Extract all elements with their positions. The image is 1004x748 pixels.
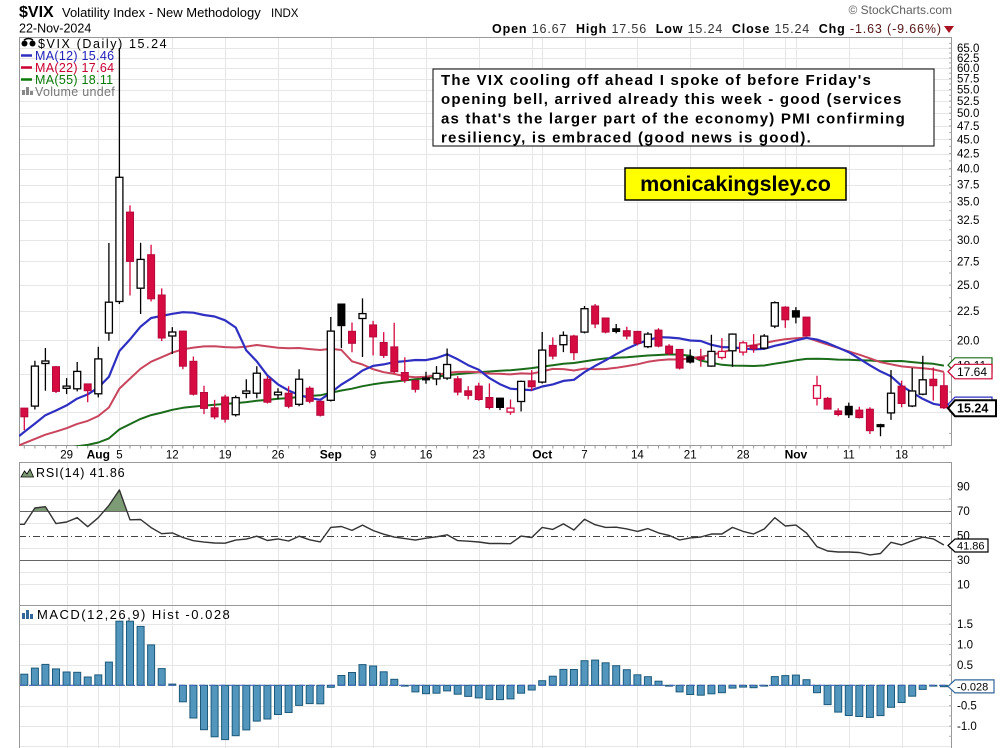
svg-text:7: 7 — [581, 450, 587, 462]
svg-text:10: 10 — [957, 580, 970, 592]
svg-text:5: 5 — [116, 450, 122, 462]
svg-text:57.5: 57.5 — [957, 74, 979, 86]
svg-text:42.5: 42.5 — [957, 149, 979, 161]
svg-text:55.0: 55.0 — [957, 85, 979, 97]
svg-text:16: 16 — [420, 450, 433, 462]
svg-text:1.0: 1.0 — [957, 640, 973, 652]
svg-text:90: 90 — [957, 482, 970, 494]
svg-text:$VIX (Daily) 15.24: $VIX (Daily) 15.24 — [38, 37, 168, 51]
svg-text:9: 9 — [370, 450, 376, 462]
svg-text:45.0: 45.0 — [957, 134, 979, 146]
svg-text:27.5: 27.5 — [957, 257, 979, 269]
svg-text:19: 19 — [219, 450, 232, 462]
svg-text:opening bell, arrived already: opening bell, arrived already this week … — [441, 91, 903, 108]
svg-text:17.64: 17.64 — [957, 365, 987, 379]
svg-text:Nov: Nov — [785, 448, 808, 462]
svg-text:62.5: 62.5 — [957, 53, 979, 65]
svg-text:11: 11 — [843, 450, 855, 462]
svg-text:22-Nov-2024: 22-Nov-2024 — [19, 22, 91, 36]
svg-text:Volume undef: Volume undef — [35, 85, 115, 99]
svg-text:Aug: Aug — [87, 448, 110, 462]
svg-text:INDX: INDX — [271, 8, 299, 20]
svg-text:23: 23 — [472, 450, 485, 462]
svg-text:70: 70 — [957, 506, 970, 518]
svg-text:40.0: 40.0 — [957, 164, 979, 176]
svg-text:RSI(14) 41.86: RSI(14) 41.86 — [36, 466, 126, 480]
svg-text:resiliency, is embraced (good: resiliency, is embraced (good news is go… — [441, 130, 812, 147]
svg-text:50.0: 50.0 — [957, 108, 979, 120]
svg-text:0.5: 0.5 — [957, 660, 973, 672]
svg-text:monicakingsley.co: monicakingsley.co — [640, 172, 831, 196]
svg-text:-0.028: -0.028 — [957, 681, 988, 693]
svg-text:MA(22) 17.64: MA(22) 17.64 — [35, 61, 114, 75]
svg-text:Open 16.67 High 17.56 Low 15: Open 16.67 High 17.56 Low 15.24 Close 15… — [492, 22, 941, 36]
svg-text:60.0: 60.0 — [957, 63, 979, 75]
svg-text:21: 21 — [684, 450, 697, 462]
svg-text:47.5: 47.5 — [957, 121, 979, 133]
svg-text:1.5: 1.5 — [957, 619, 973, 631]
svg-text:41.86: 41.86 — [957, 540, 985, 552]
svg-text:12: 12 — [166, 450, 179, 462]
svg-text:26: 26 — [272, 450, 285, 462]
svg-text:29: 29 — [60, 450, 73, 462]
svg-text:37.5: 37.5 — [957, 180, 979, 192]
svg-text:20.0: 20.0 — [957, 336, 979, 348]
svg-text:25.0: 25.0 — [957, 280, 979, 292]
svg-text:as that's the larger part of t: as that's the larger part of the economy… — [441, 110, 906, 127]
svg-text:52.5: 52.5 — [957, 96, 979, 108]
svg-text:30: 30 — [957, 555, 970, 567]
svg-text:22.5: 22.5 — [957, 306, 979, 318]
svg-text:© StockCharts.com: © StockCharts.com — [848, 3, 952, 17]
svg-text:35.0: 35.0 — [957, 197, 979, 209]
svg-text:28: 28 — [737, 450, 750, 462]
svg-text:Volatility Index - New Methodo: Volatility Index - New Methodology — [62, 5, 261, 20]
svg-text:32.5: 32.5 — [957, 215, 979, 227]
svg-text:Oct: Oct — [532, 448, 552, 462]
svg-text:MA(12) 15.46: MA(12) 15.46 — [35, 49, 114, 63]
svg-text:The VIX cooling off ahead I sp: The VIX cooling off ahead I spoke of bef… — [441, 72, 872, 89]
svg-text:-0.5: -0.5 — [957, 701, 977, 713]
svg-text:15.24: 15.24 — [957, 402, 988, 416]
svg-text:$VIX: $VIX — [19, 4, 54, 21]
svg-text:Sep: Sep — [320, 448, 342, 462]
svg-text:MA(55) 18.11: MA(55) 18.11 — [35, 73, 113, 87]
svg-text:-1.0: -1.0 — [957, 721, 977, 733]
svg-text:14: 14 — [631, 450, 644, 462]
svg-text:30.0: 30.0 — [957, 235, 979, 247]
svg-text:MACD(12,26,9) Hist -0.028: MACD(12,26,9) Hist -0.028 — [37, 607, 231, 622]
svg-text:18: 18 — [895, 450, 908, 462]
svg-text:65.0: 65.0 — [957, 43, 979, 55]
